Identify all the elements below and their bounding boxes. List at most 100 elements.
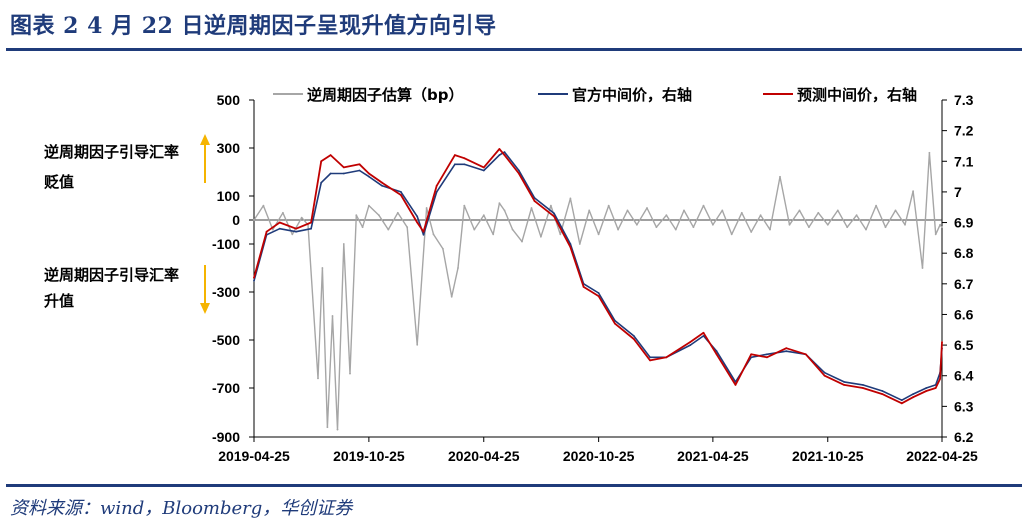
series-point-forecast <box>735 384 737 386</box>
series-point-factor <box>362 226 364 228</box>
left-tick-label: -700 <box>212 380 240 396</box>
series-point-factor <box>512 229 514 231</box>
series-point-factor <box>349 373 351 375</box>
series-point-factor <box>397 212 399 214</box>
series-point-forecast <box>295 228 297 230</box>
series-point-forecast <box>330 154 332 156</box>
series-point-forecast <box>253 277 255 279</box>
series-point-forecast <box>716 353 718 355</box>
series-point-forecast <box>416 222 418 224</box>
left-tick-label: -500 <box>212 332 240 348</box>
series-point-factor <box>875 205 877 207</box>
series-point-factor <box>442 248 444 250</box>
series-point-forecast <box>423 231 425 233</box>
left-tick-label: -900 <box>212 429 240 445</box>
series-point-forecast <box>614 323 616 325</box>
series-point-factor <box>291 234 293 236</box>
series-point-official <box>463 163 465 165</box>
x-axis-ticks: 2019-04-25 2019-10-25 2020-04-25 2020-10-25… <box>218 437 978 464</box>
right-tick-label: 6.4 <box>954 368 974 384</box>
series-point-official <box>454 163 456 165</box>
series-point-official <box>912 393 914 395</box>
series-point-forecast <box>518 173 520 175</box>
series-point-official <box>279 228 281 230</box>
series-point-forecast <box>862 387 864 389</box>
series-point-factor <box>457 267 459 269</box>
series-point-official <box>518 170 520 172</box>
series-point-factor <box>750 231 752 233</box>
series-point-factor <box>799 210 801 212</box>
chart-title: 图表 2 4 月 22 日逆周期因子呈现升值方向引导 <box>10 8 497 40</box>
x-tick-label: 2021-10-25 <box>792 448 864 464</box>
series-point-official <box>785 350 787 352</box>
annotation-depreciation-line2: 贬值 <box>44 173 74 191</box>
series-point-factor <box>499 202 501 204</box>
series-point-official <box>416 216 418 218</box>
series-point-factor <box>865 229 867 231</box>
legend-label-official: 官方中间价，右轴 <box>572 86 692 104</box>
series-point-factor <box>617 229 619 231</box>
series-point-factor <box>608 205 610 207</box>
series-point-official <box>359 170 361 172</box>
series-point-official <box>483 170 485 172</box>
series-point-factor <box>904 224 906 226</box>
series-point-forecast <box>912 396 914 398</box>
series-point-factor <box>387 229 389 231</box>
series-point-factor <box>492 234 494 236</box>
series-point-official <box>423 234 425 236</box>
series-point-forecast <box>343 167 345 169</box>
right-tick-label: 7.1 <box>954 153 974 169</box>
series-point-forecast <box>703 332 705 334</box>
series-point-forecast <box>359 163 361 165</box>
left-tick-label: 0 <box>232 212 240 228</box>
x-tick-label: 2022-04-25 <box>906 448 978 464</box>
series-point-forecast <box>436 185 438 187</box>
series-point-official <box>633 335 635 337</box>
series-point-official <box>901 399 903 401</box>
series-point-official <box>436 191 438 193</box>
series-point-factor <box>504 210 506 212</box>
series-point-forecast <box>649 360 651 362</box>
series-point-factor <box>579 243 581 245</box>
series-point-official <box>553 213 555 215</box>
source-note: 资料来源：wind，Bloomberg，华创证券 <box>10 494 352 520</box>
series-point-factor <box>712 224 714 226</box>
series-point-forecast <box>534 200 536 202</box>
series-point-factor <box>779 176 781 178</box>
x-tick-label: 2021-04-25 <box>677 448 749 464</box>
series-layer <box>253 148 943 430</box>
series-point-factor <box>451 296 453 298</box>
series-point-forecast <box>368 173 370 175</box>
chart: 500 300 100 0 -100 -300 -500 -700 -900 7.3 7.2 7.1… <box>0 55 1026 480</box>
x-tick-label: 2019-10-25 <box>333 448 405 464</box>
series-point-official <box>598 292 600 294</box>
series-point-factor <box>588 210 590 212</box>
series-point-factor <box>837 210 839 212</box>
title-rule <box>6 48 1022 51</box>
series-point-official <box>925 387 927 389</box>
series-point-official <box>504 151 506 153</box>
series-point-factor <box>929 152 931 154</box>
series-point-factor <box>368 205 370 207</box>
series-point-factor <box>741 212 743 214</box>
left-tick-label: 300 <box>217 140 241 156</box>
left-axis-ticks: 500 300 100 0 -100 -300 -500 -700 -900 <box>212 92 254 445</box>
series-point-factor <box>378 214 380 216</box>
series-point-official <box>882 390 884 392</box>
right-axis-ticks: 7.3 7.2 7.1 7 6.9 6.8 6.7 6.6 6.5 6.4 6.3 6.2 <box>942 92 974 445</box>
series-point-forecast <box>400 194 402 196</box>
series-point-factor <box>817 212 819 214</box>
down-arrow-icon <box>200 303 210 314</box>
series-point-factor <box>263 205 265 207</box>
series-point-official <box>499 154 501 156</box>
series-point-forecast <box>843 384 845 386</box>
series-point-official <box>310 228 312 230</box>
annotation-depreciation: 逆周期因子引导汇率 贬值 <box>44 134 210 191</box>
series-point-forecast <box>633 338 635 340</box>
series-point-official <box>843 381 845 383</box>
series-point-forecast <box>570 246 572 248</box>
x-tick-label: 2019-04-25 <box>218 448 290 464</box>
series-point-forecast <box>824 375 826 377</box>
series-point-factor <box>922 267 924 269</box>
series-point-factor <box>808 226 810 228</box>
